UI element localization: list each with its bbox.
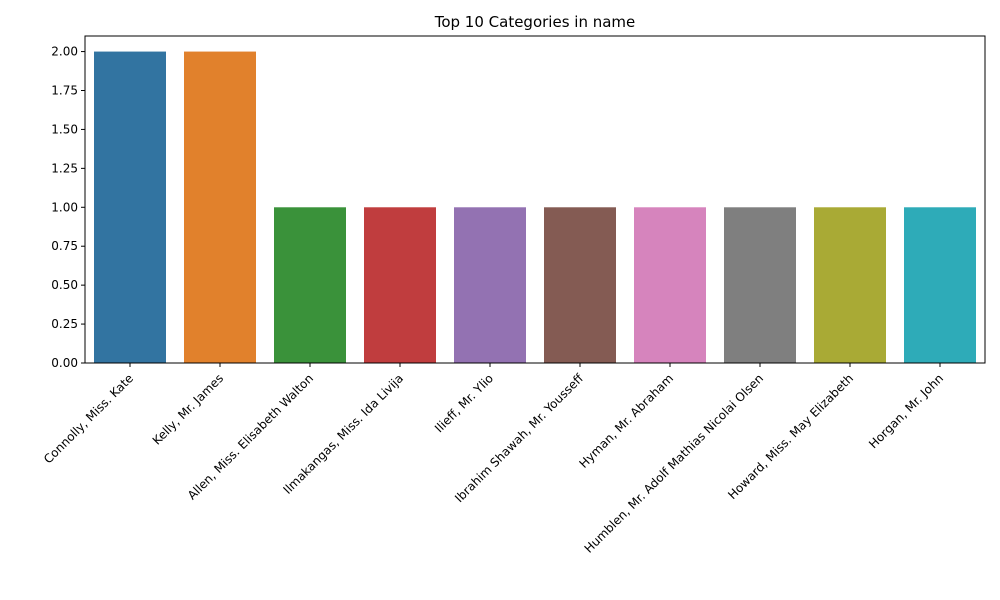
bar	[634, 207, 706, 363]
bar	[274, 207, 346, 363]
x-tick-label: Connolly, Miss. Kate	[41, 371, 136, 466]
bar	[94, 51, 166, 363]
chart-title: Top 10 Categories in name	[434, 13, 636, 31]
y-tick-label: 1.75	[51, 84, 78, 98]
bar	[814, 207, 886, 363]
y-tick-label: 1.00	[51, 200, 78, 214]
y-tick-label: 0.75	[51, 239, 78, 253]
x-tick-label: Horgan, Mr. John	[866, 371, 946, 451]
y-tick-label: 1.25	[51, 161, 78, 175]
x-tick-label: Ilieff, Mr. Ylio	[432, 371, 496, 435]
x-axis: Connolly, Miss. Kate Kelly, Mr. JamesAlle…	[41, 363, 946, 556]
bars-group	[94, 51, 976, 363]
y-tick-label: 2.00	[51, 45, 78, 59]
bar	[724, 207, 796, 363]
bar	[184, 51, 256, 363]
bar	[544, 207, 616, 363]
bar	[904, 207, 976, 363]
x-tick-label: Hyman, Mr. Abraham	[576, 371, 676, 471]
y-axis: 0.00 0.25 0.50 0.75 1.00 1.25 1.50 1.75 2.00	[51, 45, 85, 370]
y-tick-label: 0.25	[51, 317, 78, 331]
y-tick-label: 1.50	[51, 122, 78, 136]
x-tick-label: Kelly, Mr. James	[150, 371, 226, 447]
bar	[364, 207, 436, 363]
bar	[454, 207, 526, 363]
plot-frame	[84, 35, 986, 364]
y-tick-label: 0.00	[51, 356, 78, 370]
y-tick-label: 0.50	[51, 278, 78, 292]
x-tick-label: Humblen, Mr. Adolf Mathias Nicolai Olsen	[582, 371, 766, 555]
